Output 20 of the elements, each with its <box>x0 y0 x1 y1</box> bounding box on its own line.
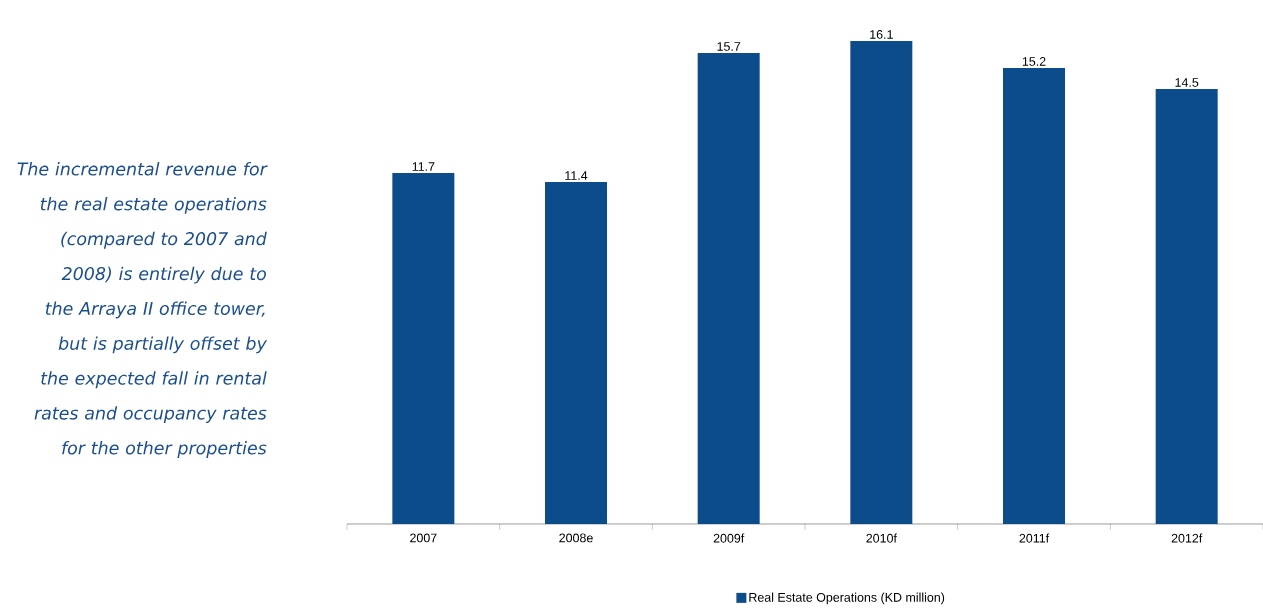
bar <box>545 182 608 524</box>
data-label: 11.7 <box>412 162 435 171</box>
bar <box>392 173 455 524</box>
bar <box>850 41 913 524</box>
text: The incremental revenue for the real estate operations (compared to 2007 and 2008) is entirely due to the Arraya II office tower, but is partially offset by the expected fall in rental rates and occupancy rates for the other properties <box>17 162 268 458</box>
data-label: 11.4 <box>565 171 588 180</box>
data-label: 15.2 <box>1022 57 1046 66</box>
bar <box>697 53 760 524</box>
data-label: 16.1 <box>870 30 893 39</box>
x-tick-label: 2009f <box>713 533 745 543</box>
data-label: 15.7 <box>717 42 741 51</box>
legend-label: Real Estate Operations (KD million) <box>749 592 945 605</box>
bar <box>1155 89 1218 524</box>
x-tick-label: 2010f <box>866 533 897 543</box>
data-label: 14.5 <box>1175 78 1199 87</box>
x-tick-label: 2011f <box>1019 533 1050 543</box>
x-tick-label: 2012f <box>1171 533 1203 543</box>
bar <box>1003 68 1066 524</box>
x-tick-label: 2007 <box>410 533 437 543</box>
x-tick-label: 2008e <box>559 533 593 543</box>
